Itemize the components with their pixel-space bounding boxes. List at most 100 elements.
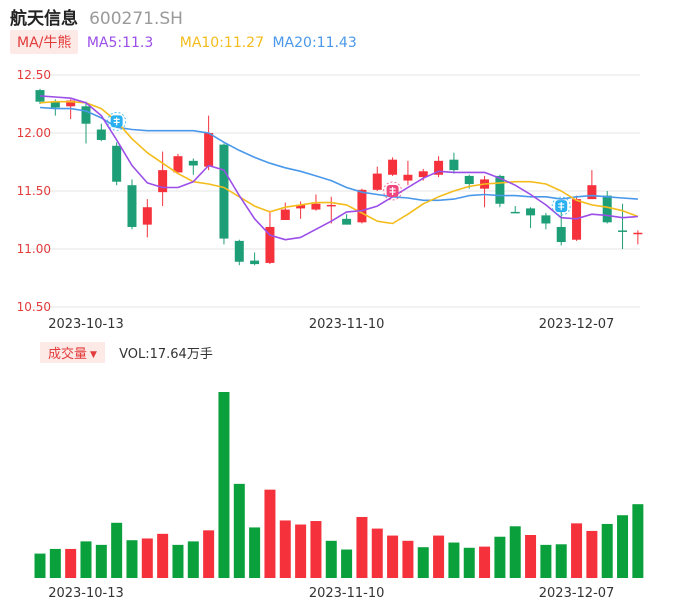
volume-bar [417, 547, 429, 578]
candle [173, 153, 183, 173]
caret-down-icon: ▼ [90, 350, 97, 360]
volume-bar [494, 536, 506, 578]
candle [510, 206, 520, 214]
volume-bar [249, 527, 261, 578]
candle [265, 210, 275, 265]
candle-body [96, 129, 106, 140]
candle [357, 188, 367, 224]
volume-bar [601, 523, 613, 578]
volume-bar [371, 528, 383, 578]
volume-bar [463, 547, 475, 578]
volume-bar [387, 535, 399, 578]
ma20-label: MA20:11.43 [272, 35, 357, 51]
candle-body [541, 215, 551, 224]
candle-body [342, 218, 352, 225]
volume-bar [586, 530, 598, 578]
candle [556, 206, 566, 246]
volume-bar [157, 533, 169, 578]
candle [250, 252, 260, 266]
candle-body [35, 90, 45, 102]
candle-body [142, 207, 152, 225]
stock-name: 航天信息 [10, 9, 78, 29]
candle [81, 101, 91, 144]
signal-ring [551, 196, 571, 216]
stock-header: 航天信息 600271.SH [10, 4, 183, 29]
volume-bar [310, 521, 322, 578]
volume-bar [571, 523, 583, 578]
signal-glyph [389, 187, 396, 195]
candle-body [587, 185, 597, 200]
ma20-line [39, 106, 638, 202]
candle-body [357, 189, 367, 223]
volume-bar [141, 538, 153, 578]
volume-x-tick-label: 2023-11-10 [309, 586, 385, 601]
y-tick-label: 12.50 [17, 68, 51, 82]
candle [280, 202, 290, 220]
candle-body [510, 211, 520, 214]
signal-glyph [558, 202, 565, 211]
signal-glyph [113, 117, 120, 126]
volume-bar [356, 516, 368, 578]
volume-bar [555, 544, 567, 578]
candle [219, 143, 229, 245]
candle-body [526, 208, 536, 216]
price-x-tick-label: 2023-12-07 [539, 317, 615, 332]
candle [204, 115, 214, 171]
candle-body [495, 175, 505, 204]
candle-body [556, 226, 566, 243]
volume-bar [479, 546, 491, 578]
candle-body [418, 171, 428, 178]
candle [388, 157, 398, 176]
volume-bar [525, 534, 537, 578]
y-tick-label: 10.50 [17, 300, 51, 314]
stock-code: 600271.SH [89, 9, 183, 29]
price-x-tick-label: 2023-10-13 [48, 317, 124, 332]
volume-bar [279, 520, 291, 578]
volume-bar [402, 540, 414, 578]
volume-bar [233, 483, 245, 578]
candle [587, 170, 597, 200]
volume-bar [187, 541, 199, 578]
candle-body [403, 174, 413, 181]
candle [127, 179, 137, 230]
candle-body [265, 226, 275, 263]
candle-body [204, 133, 214, 167]
volume-value-label: VOL:17.64万手 [119, 347, 213, 362]
candle-body [464, 175, 474, 185]
candle [188, 158, 198, 175]
candle-body [326, 204, 336, 207]
candle-body [66, 100, 76, 107]
candle-body [296, 204, 306, 209]
volume-tag-label: 成交量 [48, 347, 88, 362]
ma-legend: MA/牛熊 MA5:11.3 MA10:11.27 MA20:11.43 [10, 30, 357, 54]
volume-bar [111, 522, 123, 578]
ma10-line [39, 100, 639, 225]
volume-bar [80, 541, 92, 578]
candle [234, 239, 244, 266]
candle [434, 156, 444, 178]
candle-body [188, 160, 198, 166]
volume-bar [295, 524, 307, 578]
y-tick-label: 12.00 [17, 126, 51, 140]
volume-x-tick-label: 2023-10-13 [48, 586, 124, 601]
ma5-line [39, 95, 638, 241]
volume-bar [126, 540, 138, 578]
volume-bar [617, 515, 629, 578]
candle-body [234, 240, 244, 262]
volume-bar [218, 392, 230, 578]
ma-indicator-selector[interactable]: MA/牛熊 [10, 30, 79, 54]
signal-ring [107, 111, 127, 131]
volume-legend: 成交量 ▼ VOL:17.64万手 [40, 342, 213, 363]
volume-bar [448, 542, 460, 578]
candle-body [618, 230, 628, 232]
volume-indicator-selector[interactable]: 成交量 ▼ [40, 342, 105, 363]
candle-body [158, 170, 168, 193]
volume-x-tick-label: 2023-12-07 [539, 586, 615, 601]
volume-bar [433, 535, 445, 578]
candle [541, 213, 551, 230]
candle-body [372, 173, 382, 190]
volume-bar [325, 540, 337, 578]
volume-bar [540, 544, 552, 578]
ma10-label: MA10:11.27 [179, 35, 265, 51]
